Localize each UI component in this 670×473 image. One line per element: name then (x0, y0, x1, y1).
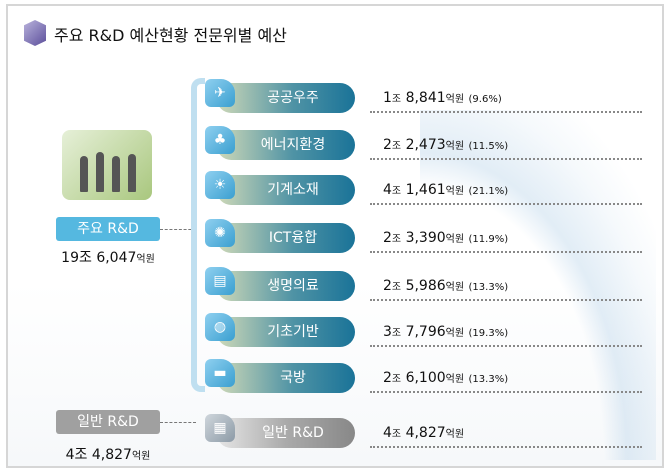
network-icon: ✺ (205, 219, 235, 247)
monitor-icon: ▤ (205, 267, 235, 295)
category-pill: 에너지환경 (217, 130, 355, 160)
globe-hand-icon: ◍ (205, 313, 235, 341)
underline (370, 446, 642, 448)
cube-icon (24, 20, 46, 46)
people-illustration (62, 130, 152, 200)
category-pill: 국방 (217, 363, 355, 393)
category-pill: 기초기반 (217, 317, 355, 347)
category-row: ◍ 기초기반 3조 7,796억원 (19.3%) (205, 313, 655, 349)
budget-value: 3조 7,796억원 (19.3%) (383, 324, 509, 340)
category-pill: 공공우주 (217, 83, 355, 113)
underline (370, 391, 642, 393)
background-swoosh (420, 110, 656, 460)
clipboard-icon: ▦ (205, 414, 235, 442)
underline (370, 345, 642, 347)
underline (370, 299, 642, 301)
category-row: ♣ 에너지환경 2조 2,473억원 (11.5%) (205, 126, 655, 162)
category-row: ✈ 공공우주 1조 8,841억원 (9.6%) (205, 79, 655, 115)
satellite-icon: ✈ (205, 79, 235, 107)
category-pill: ICT융합 (217, 223, 355, 253)
category-row: ▤ 생명의료 2조 5,986억원 (13.3%) (205, 267, 655, 303)
general-rd-row: ▦ 일반 R&D 4조 4,827억원 (205, 414, 655, 450)
connector-line (160, 229, 196, 230)
tank-icon: ▬ (205, 359, 235, 387)
page-title: 주요 R&D 예산현황 전문위별 예산 (54, 26, 287, 45)
budget-value: 4조 1,461억원 (21.1%) (383, 182, 509, 198)
underline (370, 158, 642, 160)
plant-hands-icon: ♣ (205, 126, 235, 154)
budget-value: 2조 3,390억원 (11.9%) (383, 230, 509, 246)
category-row: ☀ 기계소재 4조 1,461억원 (21.1%) (205, 171, 655, 207)
connector-line (160, 422, 196, 423)
budget-value: 2조 5,986억원 (13.3%) (383, 278, 509, 294)
group-bracket (191, 78, 205, 392)
category-row: ✺ ICT융합 2조 3,390억원 (11.9%) (205, 219, 655, 255)
budget-value: 2조 6,100억원 (13.3%) (383, 370, 509, 386)
category-pill: 기계소재 (217, 175, 355, 205)
category-pill: 일반 R&D (217, 418, 355, 448)
underline (370, 111, 642, 113)
general-rd-total: 4조 4,827억원 (65, 447, 151, 463)
category-pill: 생명의료 (217, 271, 355, 301)
general-rd-badge: 일반 R&D (56, 410, 160, 434)
category-row: ▬ 국방 2조 6,100억원 (13.3%) (205, 359, 655, 395)
underline (370, 203, 642, 205)
budget-value: 2조 2,473억원 (11.5%) (383, 137, 509, 153)
lightbulb-icon: ☀ (205, 171, 235, 199)
underline (370, 251, 642, 253)
budget-value: 4조 4,827억원 (383, 425, 465, 441)
main-rd-badge: 주요 R&D (56, 217, 160, 241)
budget-value: 1조 8,841억원 (9.6%) (383, 90, 502, 106)
main-rd-total: 19조 6,047억원 (61, 250, 155, 266)
